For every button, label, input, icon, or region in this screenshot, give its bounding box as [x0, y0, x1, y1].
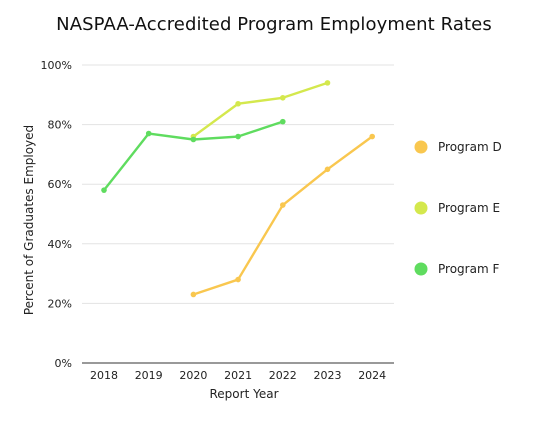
- y-tick-label: 0%: [55, 357, 72, 370]
- gridlines: [82, 64, 394, 364]
- x-tick-label: 2024: [358, 369, 386, 382]
- series-program-e: [190, 80, 331, 140]
- x-tick-label: 2022: [269, 369, 297, 382]
- data-point[interactable]: [324, 80, 331, 86]
- legend-item[interactable]: Program F: [414, 262, 500, 276]
- data-point[interactable]: [190, 291, 197, 298]
- data-point[interactable]: [190, 136, 197, 143]
- data-point[interactable]: [145, 130, 152, 137]
- y-tick-label: 20%: [48, 297, 72, 310]
- y-axis-title: Percent of Graduates Employed: [22, 125, 36, 315]
- y-tick-label: 100%: [41, 59, 72, 72]
- y-tick-label: 80%: [48, 119, 72, 132]
- y-tick-label: 60%: [48, 178, 72, 191]
- data-point[interactable]: [280, 94, 286, 101]
- y-tick-label: 40%: [48, 238, 72, 251]
- legend: Program D Program E Program F: [414, 140, 502, 276]
- data-point[interactable]: [280, 202, 286, 208]
- legend-label: Program F: [438, 262, 499, 276]
- legend-marker: [414, 201, 428, 215]
- chart-title: NASPAA-Accredited Program Employment Rat…: [56, 14, 492, 35]
- legend-label: Program D: [438, 140, 502, 154]
- axes: 0% 20% 40% 60% 80% 100% 2018 2019 2020 2021 2022 20…: [41, 59, 387, 382]
- series-program-f: [101, 118, 286, 193]
- series-line: [192, 81, 329, 138]
- x-tick-label: 2023: [314, 369, 342, 382]
- x-tick-label: 2021: [224, 369, 252, 382]
- x-axis-title: Report Year: [210, 387, 279, 401]
- legend-marker: [414, 262, 428, 276]
- series-line: [192, 135, 374, 296]
- series-line: [102, 120, 284, 192]
- legend-item[interactable]: Program E: [414, 201, 501, 215]
- series-layer: [101, 80, 376, 298]
- data-point[interactable]: [369, 133, 376, 140]
- legend-item[interactable]: Program D: [414, 140, 502, 154]
- data-point[interactable]: [101, 187, 107, 193]
- x-tick-label: 2019: [135, 369, 163, 382]
- data-point[interactable]: [235, 100, 241, 107]
- x-tick-label: 2018: [90, 369, 118, 382]
- x-tick-label: 2020: [179, 369, 207, 382]
- legend-marker: [414, 140, 428, 154]
- data-point[interactable]: [324, 166, 331, 173]
- data-point[interactable]: [280, 118, 286, 125]
- data-point[interactable]: [235, 276, 241, 283]
- data-point[interactable]: [235, 133, 241, 140]
- series-program-d: [190, 133, 376, 298]
- legend-label: Program E: [438, 201, 500, 215]
